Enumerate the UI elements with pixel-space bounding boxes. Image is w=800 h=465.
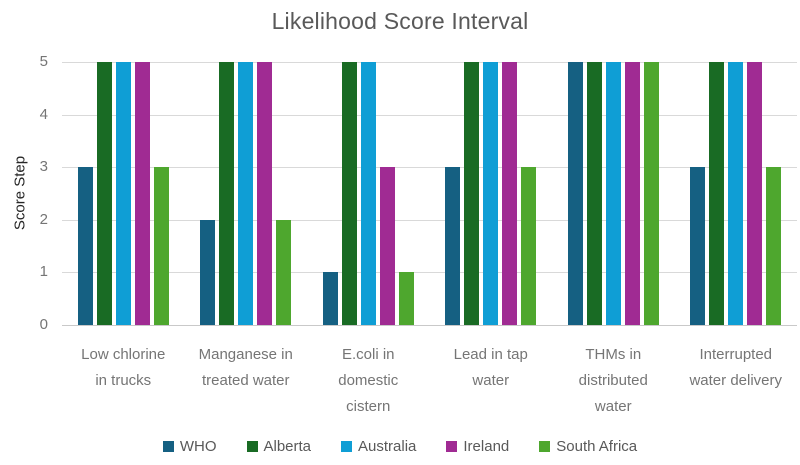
bar-who-4 bbox=[567, 62, 583, 325]
y-tick-label-1: 1 bbox=[39, 263, 48, 281]
legend-marker-icon bbox=[341, 441, 353, 452]
y-tick-label-4: 4 bbox=[39, 105, 48, 123]
legend: WHO Alberta Australia Ireland South Africa bbox=[0, 438, 800, 455]
legend-label: Alberta bbox=[263, 438, 312, 455]
category-label-line: THMs in bbox=[585, 346, 642, 363]
category-label-3: Lead in tap water bbox=[430, 342, 553, 420]
category-label-line: Interrupted bbox=[699, 346, 773, 363]
bar-australia-2 bbox=[360, 62, 376, 325]
bar-group-4 bbox=[552, 62, 675, 325]
legend-item-south-africa: South Africa bbox=[539, 438, 637, 455]
category-label-line: treated water bbox=[201, 372, 290, 389]
bar-south-africa-1 bbox=[276, 219, 292, 325]
gridline-3 bbox=[62, 167, 797, 169]
category-label-line: water delivery bbox=[689, 372, 783, 389]
bar-australia-4 bbox=[605, 62, 621, 325]
bar-australia-1 bbox=[238, 62, 254, 325]
category-label-line: E.coli in bbox=[341, 346, 395, 363]
bar-alberta-4 bbox=[586, 62, 602, 325]
bar-ireland-5 bbox=[747, 62, 763, 325]
category-label-line: in trucks bbox=[95, 372, 152, 389]
category-label-0: Low chlorine in trucks bbox=[62, 342, 185, 420]
legend-marker-icon bbox=[539, 441, 551, 452]
bar-ireland-2 bbox=[379, 167, 395, 325]
gridline-4 bbox=[62, 114, 797, 116]
bar-south-africa-5 bbox=[766, 167, 782, 325]
category-label-5: Interrupted water delivery bbox=[675, 342, 798, 420]
category-label-line: distributed bbox=[578, 372, 648, 389]
bar-south-africa-4 bbox=[643, 62, 659, 325]
legend-item-who: WHO bbox=[162, 438, 217, 455]
legend-marker-icon bbox=[446, 441, 458, 452]
bar-south-africa-0 bbox=[153, 167, 169, 325]
bar-australia-5 bbox=[728, 62, 744, 325]
category-label-line: Manganese in bbox=[198, 346, 293, 363]
category-label-2: E.coli in domestic cistern bbox=[307, 342, 430, 420]
legend-item-australia: Australia bbox=[341, 438, 416, 455]
bar-group-5 bbox=[675, 62, 798, 325]
bar-group-1 bbox=[185, 62, 308, 325]
plot-area bbox=[62, 62, 797, 326]
bar-ireland-4 bbox=[624, 62, 640, 325]
x-axis-category-labels: Low chlorine in trucks Manganese in treated… bbox=[62, 342, 797, 420]
bar-group-2 bbox=[307, 62, 430, 325]
bar-australia-3 bbox=[483, 62, 499, 325]
y-tick-label-5: 5 bbox=[39, 53, 48, 70]
gridline-5 bbox=[62, 62, 797, 63]
bar-who-0 bbox=[77, 167, 93, 325]
category-label-line: cistern bbox=[346, 398, 391, 415]
category-label-line: water bbox=[472, 372, 510, 389]
y-tick-label-2: 2 bbox=[39, 210, 48, 228]
bar-ireland-0 bbox=[134, 62, 150, 325]
bar-group-3 bbox=[430, 62, 553, 325]
legend-item-ireland: Ireland bbox=[446, 438, 509, 455]
category-label-line: domestic bbox=[338, 372, 399, 389]
y-tick-label-0: 0 bbox=[39, 316, 48, 333]
bar-ireland-3 bbox=[502, 62, 518, 325]
bar-alberta-3 bbox=[464, 62, 480, 325]
gridline-0 bbox=[62, 325, 797, 326]
category-label-4: THMs in distributed water bbox=[552, 342, 675, 420]
gridline-2 bbox=[62, 219, 797, 221]
bar-who-5 bbox=[690, 167, 706, 325]
legend-label: WHO bbox=[179, 438, 217, 455]
bar-ireland-1 bbox=[257, 62, 273, 325]
category-label-line: water bbox=[594, 398, 632, 415]
bar-who-2 bbox=[322, 272, 338, 325]
legend-label: Australia bbox=[358, 438, 417, 455]
bar-group-0 bbox=[62, 62, 185, 325]
bar-australia-0 bbox=[115, 62, 131, 325]
category-label-line: Lead in tap bbox=[453, 346, 528, 363]
chart-title: Likelihood Score Interval bbox=[271, 8, 529, 34]
bar-alberta-1 bbox=[219, 62, 235, 325]
bar-groups bbox=[62, 62, 797, 325]
bar-alberta-0 bbox=[96, 62, 112, 325]
category-label-1: Manganese in treated water bbox=[185, 342, 308, 420]
legend-label: Ireland bbox=[463, 438, 510, 455]
bar-who-3 bbox=[445, 167, 461, 325]
bar-south-africa-3 bbox=[521, 167, 537, 325]
bar-who-1 bbox=[200, 219, 216, 325]
category-label-line: Low chlorine bbox=[81, 346, 166, 363]
gridline-1 bbox=[62, 272, 797, 274]
legend-label: South Africa bbox=[556, 438, 638, 455]
bar-south-africa-2 bbox=[398, 272, 414, 325]
bar-alberta-2 bbox=[341, 62, 357, 325]
bar-alberta-5 bbox=[709, 62, 725, 325]
legend-marker-icon bbox=[246, 441, 258, 452]
legend-marker-icon bbox=[162, 441, 174, 452]
legend-item-alberta: Alberta bbox=[246, 438, 312, 455]
y-tick-label-3: 3 bbox=[39, 158, 48, 176]
